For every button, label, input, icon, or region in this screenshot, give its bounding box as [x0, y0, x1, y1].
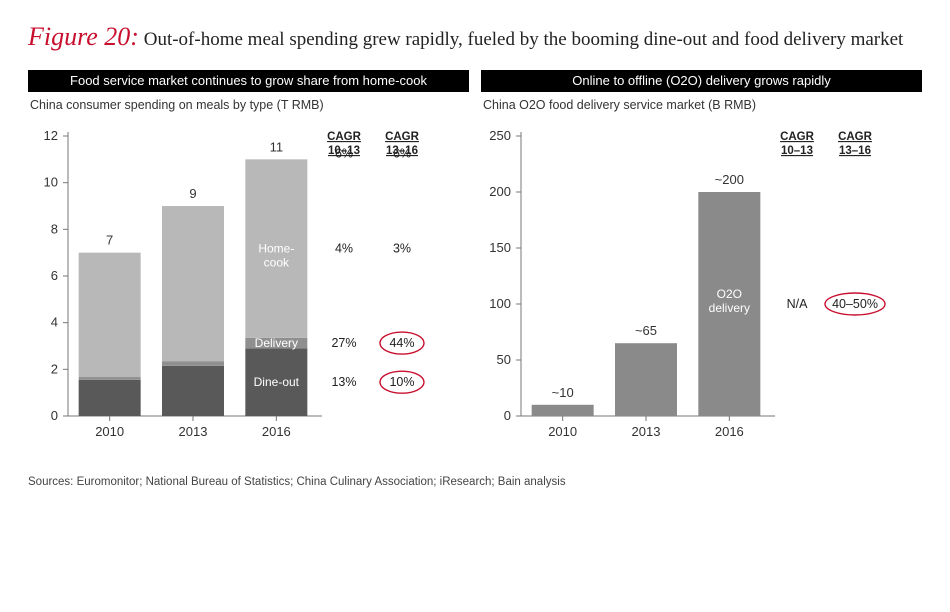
svg-text:100: 100 — [489, 296, 511, 311]
right-header: Online to offline (O2O) delivery grows r… — [481, 70, 922, 92]
svg-text:9: 9 — [189, 186, 196, 201]
left-chart: 0 2 4 6 8 10 12 7 2010 9 2013 Dine-out Delivery Home-… — [28, 118, 469, 458]
svg-text:40–50%: 40–50% — [832, 297, 878, 311]
svg-text:4%: 4% — [335, 241, 353, 255]
svg-text:2013: 2013 — [179, 424, 208, 439]
svg-text:~200: ~200 — [715, 172, 744, 187]
svg-text:~65: ~65 — [635, 323, 657, 338]
svg-text:27%: 27% — [331, 336, 356, 350]
svg-text:2013: 2013 — [632, 424, 661, 439]
left-header: Food service market continues to grow sh… — [28, 70, 469, 92]
svg-text:CAGR: CAGR — [327, 131, 362, 143]
svg-text:10–13: 10–13 — [781, 145, 813, 157]
svg-text:10%: 10% — [389, 375, 414, 389]
svg-text:44%: 44% — [389, 336, 414, 350]
svg-text:CAGR: CAGR — [385, 131, 420, 143]
svg-text:11: 11 — [270, 139, 284, 154]
left-panel: Food service market continues to grow sh… — [28, 70, 469, 458]
svg-text:0: 0 — [504, 408, 511, 423]
svg-text:6: 6 — [51, 268, 58, 283]
svg-text:~10: ~10 — [552, 384, 574, 399]
svg-text:CAGR: CAGR — [780, 131, 815, 143]
svg-text:150: 150 — [489, 240, 511, 255]
svg-text:4: 4 — [51, 314, 58, 329]
left-subtitle: China consumer spending on meals by type… — [30, 98, 469, 112]
svg-text:12: 12 — [44, 128, 58, 143]
svg-text:7: 7 — [106, 232, 113, 247]
svg-text:200: 200 — [489, 184, 511, 199]
svg-text:3%: 3% — [393, 241, 411, 255]
right-subtitle: China O2O food delivery service market (… — [483, 98, 922, 112]
svg-text:13%: 13% — [331, 375, 356, 389]
svg-text:Dine-out: Dine-out — [254, 375, 300, 389]
right-chart: 050100150200250~102010~652013~200O2Odeli… — [481, 118, 922, 458]
svg-text:0: 0 — [51, 408, 58, 423]
sources: Sources: Euromonitor; National Bureau of… — [28, 476, 922, 488]
svg-text:Delivery: Delivery — [255, 336, 298, 350]
svg-text:2010: 2010 — [95, 424, 124, 439]
svg-text:CAGR: CAGR — [838, 131, 873, 143]
svg-text:2016: 2016 — [715, 424, 744, 439]
svg-text:2010: 2010 — [548, 424, 577, 439]
right-panel: Online to offline (O2O) delivery grows r… — [481, 70, 922, 458]
figure-title: Figure 20: Out-of-home meal spending gre… — [28, 18, 922, 56]
svg-text:250: 250 — [489, 128, 511, 143]
svg-text:N/A: N/A — [787, 297, 809, 311]
svg-text:Home-cook: Home-cook — [258, 241, 294, 269]
svg-text:8: 8 — [51, 221, 58, 236]
svg-text:2016: 2016 — [262, 424, 291, 439]
svg-text:6%: 6% — [335, 146, 353, 160]
figure-caption: Out-of-home meal spending grew rapidly, … — [144, 29, 904, 50]
svg-text:10: 10 — [44, 174, 58, 189]
panels: Food service market continues to grow sh… — [28, 70, 922, 458]
figure-number: Figure 20: — [28, 22, 139, 51]
svg-text:13–16: 13–16 — [839, 145, 871, 157]
svg-text:2: 2 — [51, 361, 58, 376]
svg-text:50: 50 — [497, 352, 511, 367]
svg-text:6%: 6% — [393, 146, 411, 160]
